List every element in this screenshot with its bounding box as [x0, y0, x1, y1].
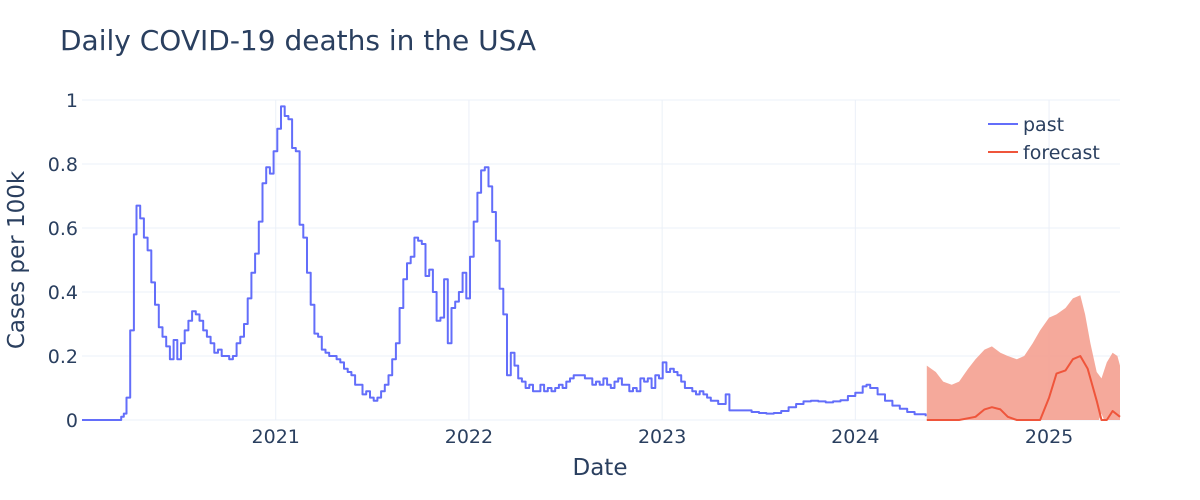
y-tick-label: 0.8: [48, 154, 78, 176]
series-line-forecast: [926, 355, 1121, 421]
forecast-confidence-band: [926, 295, 1120, 420]
x-tick-label: 2021: [252, 426, 300, 448]
series: [82, 105, 1121, 421]
y-tick-label: 0.4: [48, 282, 78, 304]
grid: [82, 99, 1120, 421]
y-tick-label: 0.2: [48, 346, 78, 368]
x-tick-label: 2022: [445, 426, 493, 448]
x-tick-label: 2025: [1025, 426, 1073, 448]
forecast-band: [926, 295, 1120, 420]
x-tick-label: 2023: [638, 426, 686, 448]
legend-label-forecast: forecast: [1023, 142, 1100, 164]
y-tick-label: 1: [66, 90, 78, 112]
legend[interactable]: past forecast: [988, 114, 1100, 164]
x-axis-title: Date: [573, 455, 628, 481]
y-axis-ticks: 0 0.2 0.4 0.6 0.8 1: [48, 90, 78, 432]
legend-item-past[interactable]: past: [988, 114, 1064, 136]
series-line-past: [82, 105, 927, 421]
x-tick-label: 2024: [831, 426, 879, 448]
y-tick-label: 0: [66, 410, 78, 432]
y-axis-title: Cases per 100k: [4, 170, 30, 349]
chart-title: Daily COVID-19 deaths in the USA: [60, 24, 536, 57]
x-axis-ticks: 2021 2022 2023 2024 2025: [252, 426, 1074, 448]
legend-item-forecast[interactable]: forecast: [988, 142, 1100, 164]
legend-label-past: past: [1023, 114, 1064, 136]
y-tick-label: 0.6: [48, 218, 78, 240]
